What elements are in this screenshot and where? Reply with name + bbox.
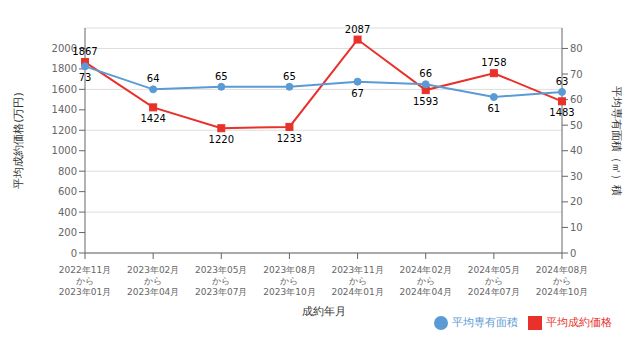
svg-text:65: 65: [283, 71, 296, 82]
svg-text:400: 400: [58, 207, 77, 218]
svg-text:800: 800: [58, 166, 77, 177]
svg-text:67: 67: [351, 88, 364, 99]
svg-text:1233: 1233: [277, 133, 302, 144]
svg-text:2023年11月から2024年01月: 2023年11月から2024年01月: [331, 265, 383, 297]
html-text:平均専有面積: 平均専有面積: [452, 316, 518, 329]
svg-text:1200: 1200: [52, 125, 77, 136]
svg-text:63: 63: [556, 76, 569, 87]
svg-text:1424: 1424: [140, 113, 165, 124]
svg-text:20: 20: [570, 196, 583, 207]
svg-text:40: 40: [570, 145, 583, 156]
svg-text:61: 61: [487, 103, 500, 114]
svg-text:50: 50: [570, 120, 583, 131]
svg-text:2000: 2000: [51, 43, 77, 54]
svg-text:1800: 1800: [52, 63, 77, 74]
svg-text:70: 70: [570, 69, 583, 80]
svg-text:2023年08月から2023年10月: 2023年08月から2023年10月: [263, 265, 315, 297]
svg-text:66: 66: [419, 68, 432, 79]
svg-text:1000: 1000: [52, 145, 77, 156]
svg-text:成約年月: 成約年月: [302, 305, 346, 318]
svg-text:1758: 1758: [481, 57, 506, 68]
svg-text:1483: 1483: [549, 107, 574, 118]
svg-text:80: 80: [570, 43, 583, 54]
svg-text:64: 64: [147, 73, 160, 84]
svg-text:65: 65: [215, 71, 228, 82]
svg-text:2024年05月から2024年07月: 2024年05月から2024年07月: [468, 265, 520, 297]
svg-text:2023年05月から2023年07月: 2023年05月から2023年07月: [195, 265, 247, 297]
svg-text:2087: 2087: [345, 24, 370, 35]
svg-text:0: 0: [570, 248, 576, 259]
svg-text:73: 73: [79, 72, 92, 83]
svg-text:1400: 1400: [52, 104, 77, 115]
svg-text:2024年08月から2024年10月: 2024年08月から2024年10月: [536, 265, 588, 297]
svg-text:10: 10: [570, 222, 583, 233]
svg-text:平均成約価格(万円): 平均成約価格(万円): [12, 92, 25, 189]
svg-text:2022年11月から2023年01月: 2022年11月から2023年01月: [59, 265, 111, 297]
svg-text:1600: 1600: [52, 84, 77, 95]
svg-text:2024年02月から2024年04月: 2024年02月から2024年04月: [400, 265, 452, 297]
svg-text:平均専有面積（㎡）積: 平均専有面積（㎡）積: [610, 86, 623, 196]
svg-text:0: 0: [71, 248, 77, 259]
svg-text:600: 600: [58, 186, 77, 197]
html-text:平均成約価格: 平均成約価格: [546, 316, 612, 329]
svg-text:30: 30: [570, 171, 583, 182]
svg-text:2023年02月から2023年04月: 2023年02月から2023年04月: [127, 265, 179, 297]
svg-text:1867: 1867: [72, 46, 97, 57]
svg-text:60: 60: [570, 94, 583, 105]
svg-text:1220: 1220: [209, 134, 234, 145]
svg-text:1593: 1593: [413, 96, 438, 107]
svg-text:200: 200: [58, 227, 77, 238]
